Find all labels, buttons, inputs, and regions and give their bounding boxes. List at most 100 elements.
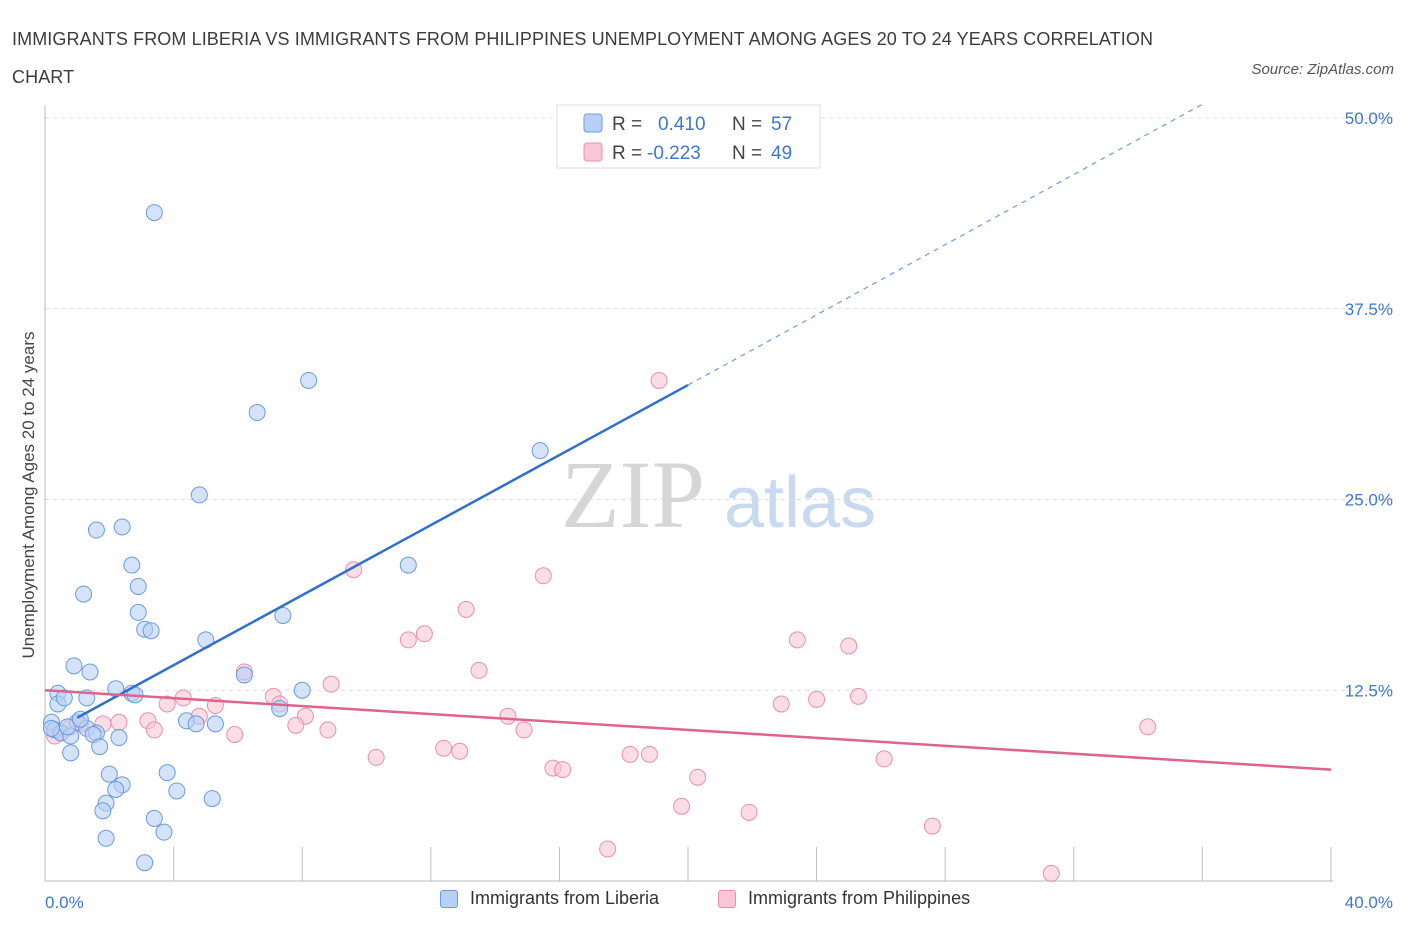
point-liberia-2 bbox=[248, 404, 266, 422]
legend-n-value-philippines: 49 bbox=[771, 143, 792, 164]
point-liberia-8 bbox=[399, 556, 417, 574]
point-philippines-23 bbox=[110, 713, 128, 731]
point-liberia-1 bbox=[300, 371, 318, 389]
point-philippines-21 bbox=[499, 707, 517, 725]
point-philippines-37 bbox=[621, 745, 639, 763]
watermark-zip: ZIP bbox=[561, 441, 705, 548]
x-tick-label-min: 0.0% bbox=[45, 893, 84, 912]
point-philippines-45 bbox=[740, 803, 758, 821]
point-liberia-27 bbox=[271, 700, 289, 718]
point-liberia-25 bbox=[55, 689, 73, 707]
y-tick-label-1: 25.0% bbox=[1345, 491, 1393, 510]
point-liberia-40 bbox=[110, 729, 128, 747]
point-liberia-11 bbox=[129, 603, 147, 621]
point-philippines-4 bbox=[415, 625, 433, 643]
point-liberia-50 bbox=[94, 802, 112, 820]
point-liberia-48 bbox=[203, 790, 221, 808]
point-philippines-38 bbox=[640, 745, 658, 763]
point-liberia-6 bbox=[87, 521, 105, 539]
point-philippines-7 bbox=[840, 637, 858, 655]
correlation-legend: R = 0.410 N = 57 R = -0.223 N = 49 bbox=[556, 104, 821, 169]
point-liberia-7 bbox=[123, 556, 141, 574]
point-liberia-42 bbox=[62, 744, 80, 762]
point-philippines-8 bbox=[470, 661, 488, 679]
point-liberia-54 bbox=[136, 854, 154, 872]
legend-r-value-liberia: 0.410 bbox=[658, 114, 706, 135]
point-philippines-12 bbox=[849, 687, 867, 705]
point-philippines-29 bbox=[1139, 718, 1157, 736]
trend-line-liberia-extension bbox=[687, 103, 1203, 386]
point-liberia-32 bbox=[206, 715, 224, 733]
legend-label-liberia: Immigrants from Liberia bbox=[470, 888, 660, 908]
point-philippines-40 bbox=[875, 750, 893, 768]
trend-line-liberia bbox=[76, 383, 689, 719]
point-philippines-27 bbox=[319, 721, 337, 739]
point-philippines-44 bbox=[673, 797, 691, 815]
y-tick-label-0: 12.5% bbox=[1345, 681, 1393, 700]
point-philippines-47 bbox=[599, 840, 617, 858]
point-philippines-28 bbox=[515, 721, 533, 739]
point-liberia-43 bbox=[100, 765, 118, 783]
point-philippines-30 bbox=[145, 721, 163, 739]
trend-lines bbox=[44, 103, 1332, 771]
y-tick-label-3: 50.0% bbox=[1345, 109, 1393, 128]
point-philippines-5 bbox=[399, 631, 417, 649]
point-philippines-35 bbox=[435, 739, 453, 757]
point-philippines-0 bbox=[650, 371, 668, 389]
point-liberia-52 bbox=[97, 829, 115, 847]
point-liberia-47 bbox=[168, 782, 186, 800]
point-liberia-44 bbox=[158, 764, 176, 782]
point-liberia-56 bbox=[71, 710, 89, 728]
point-liberia-9 bbox=[129, 577, 147, 595]
legend-item-philippines[interactable]: Immigrants from Philippines bbox=[718, 888, 970, 909]
grid-lines bbox=[45, 117, 1395, 691]
legend-r-label-liberia: R = bbox=[612, 114, 642, 135]
point-liberia-12 bbox=[274, 606, 292, 624]
point-liberia-14 bbox=[142, 622, 160, 640]
point-philippines-15 bbox=[158, 695, 176, 713]
point-liberia-51 bbox=[145, 809, 163, 827]
legend-swatch-liberia-bottom bbox=[440, 889, 458, 908]
source-label: Source: ZipAtlas.com bbox=[1251, 61, 1394, 78]
trend-line-philippines bbox=[44, 689, 1332, 771]
legend-swatch-liberia bbox=[583, 113, 603, 133]
x-tick-label-max: 40.0% bbox=[1345, 893, 1393, 912]
point-liberia-55 bbox=[59, 718, 77, 736]
point-liberia-10 bbox=[75, 585, 93, 603]
y-tick-label-2: 37.5% bbox=[1345, 300, 1393, 319]
chart-title: IMMIGRANTS FROM LIBERIA VS IMMIGRANTS FR… bbox=[12, 29, 1154, 87]
point-liberia-17 bbox=[81, 663, 99, 681]
legend-n-value-liberia: 57 bbox=[771, 114, 792, 135]
point-liberia-16 bbox=[65, 657, 83, 675]
point-philippines-43 bbox=[689, 768, 707, 786]
point-liberia-18 bbox=[235, 666, 253, 684]
point-philippines-2 bbox=[534, 567, 552, 585]
legend-swatch-philippines-bottom bbox=[718, 889, 736, 908]
point-philippines-26 bbox=[287, 716, 305, 734]
point-philippines-16 bbox=[772, 695, 790, 713]
legend-r-label-philippines: R = bbox=[612, 143, 642, 164]
point-philippines-33 bbox=[226, 726, 244, 744]
point-liberia-53 bbox=[155, 823, 173, 841]
point-liberia-0 bbox=[145, 204, 163, 222]
watermark: ZIP atlas bbox=[561, 441, 876, 548]
point-liberia-33 bbox=[187, 715, 205, 733]
legend-r-value-philippines: -0.223 bbox=[647, 143, 701, 164]
axes bbox=[44, 105, 1333, 882]
legend-item-liberia[interactable]: Immigrants from Liberia bbox=[440, 888, 659, 909]
point-liberia-4 bbox=[190, 486, 208, 504]
point-liberia-3 bbox=[531, 442, 549, 460]
series-legend: Immigrants from Liberia Immigrants from … bbox=[0, 888, 1406, 918]
y-axis-label: Unemployment Among Ages 20 to 24 years bbox=[19, 332, 38, 659]
point-philippines-46 bbox=[923, 817, 941, 835]
tick-labels: 12.5% 25.0% 37.5% 50.0% 0.0% 40.0% bbox=[45, 109, 1393, 912]
point-philippines-14 bbox=[808, 690, 826, 708]
legend-swatch-philippines bbox=[583, 142, 603, 162]
point-liberia-5 bbox=[113, 518, 131, 536]
point-liberia-41 bbox=[91, 738, 109, 756]
point-philippines-3 bbox=[457, 600, 475, 618]
point-philippines-6 bbox=[788, 631, 806, 649]
point-liberia-46 bbox=[107, 780, 125, 798]
legend-n-label-liberia: N = bbox=[732, 114, 762, 135]
